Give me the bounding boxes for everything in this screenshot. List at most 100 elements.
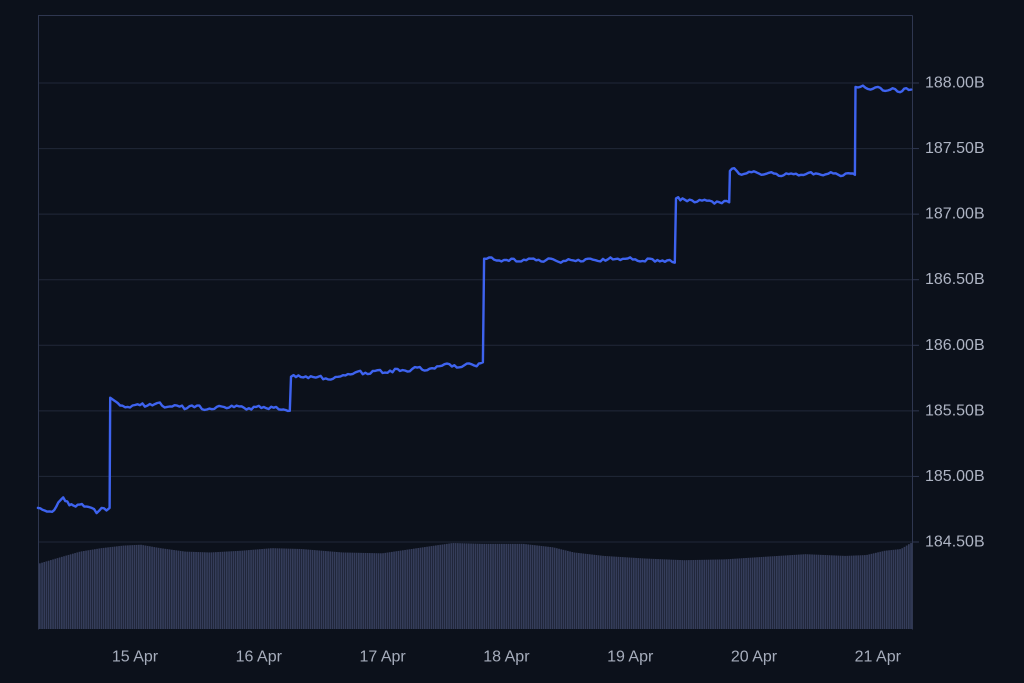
volume-bar [683,560,686,629]
volume-bar [85,550,87,629]
volume-bar [294,548,296,629]
volume-bar [472,543,475,629]
volume-bar [881,551,884,629]
y-axis-label: 186.00B [925,337,985,354]
plot-hover-area[interactable] [38,15,913,630]
volume-bar [861,555,864,629]
volume-bar [564,550,567,629]
volume-bar [221,551,224,629]
volume-bar [681,560,684,629]
volume-bar [199,552,202,629]
volume-bar [133,545,136,629]
volume-bar [120,545,123,629]
volume-bar [725,559,728,629]
volume-bar [509,543,512,629]
volume-bar [226,551,228,629]
volume-bar [188,551,191,629]
volume-bar [714,559,717,629]
volume-bar [591,554,593,629]
volume-bar [298,548,301,629]
volume-bar [47,560,50,629]
y-axis-label: 184.50B [925,533,985,550]
volume-bar [228,551,230,629]
volume-bar [677,559,679,629]
volume-bar [866,554,868,629]
volume-bar [685,560,688,629]
volume-bar [362,552,365,629]
volume-bar [780,555,783,629]
volume-bar [749,557,752,629]
volume-bar [98,548,101,629]
volume-bar [630,557,633,629]
volume-bar [547,546,549,629]
volume-bar [826,555,829,629]
volume-bar [41,562,43,629]
y-axis-label: 185.50B [925,402,985,419]
y-axis-label: 187.50B [925,140,985,157]
volume-bar [325,551,327,629]
volume-bar [234,551,237,629]
volume-bar [890,550,893,629]
volume-bar [329,551,332,629]
volume-bar [672,559,675,629]
volume-bar [39,563,41,629]
volume-bar [516,543,519,629]
volume-bar [168,549,171,629]
volume-bar [124,545,127,629]
volume-bar [815,554,818,629]
volume-bar [831,555,833,629]
volume-bar [91,549,94,629]
volume-bar [639,558,642,629]
volume-bar [344,552,347,629]
volume-bar [384,552,387,629]
y-axis-label: 188.00B [925,75,985,92]
volume-bar [487,543,490,629]
volume-bar [734,558,736,629]
volume-bar [694,559,697,629]
volume-bar [74,553,76,629]
volume-bar [195,551,197,629]
volume-bar [340,552,343,629]
volume-bar [492,543,494,629]
volume-bar [404,549,406,629]
volume-bar [633,557,635,629]
volume-bar [454,543,457,629]
volume-bar [197,552,200,629]
volume-bar [116,546,118,629]
volume-bar [61,556,63,629]
volume-bar [160,548,162,629]
volume-bar [415,548,417,629]
volume-bar [494,543,497,629]
volume-bar [479,543,481,629]
volume-bar [446,543,448,629]
volume-bar [501,543,503,629]
volume-bar [558,548,560,629]
volume-bar [307,549,310,629]
volume-bar [534,545,536,629]
volume-bar [322,550,325,629]
volume-bar [646,558,648,629]
volume-bar [503,543,505,629]
volume-bar [531,544,534,629]
volume-bar [793,554,796,629]
volume-bar [318,550,321,629]
volume-bar [259,549,261,629]
volume-bar [545,546,547,629]
volume-bar [800,554,802,629]
volume-bar [129,545,131,629]
volume-bar [305,549,307,629]
volume-bar [617,556,620,629]
volume-bar [897,549,899,629]
volume-bar [63,556,65,629]
volume-bar [505,543,508,629]
volume-bar [204,552,206,629]
x-axis-label: 20 Apr [731,649,778,666]
volume-bar [813,554,816,629]
volume-bar [688,560,690,629]
volume-bar [296,548,299,629]
volume-bar [151,546,153,629]
volume-bar [795,554,798,629]
volume-bar [162,548,164,629]
volume-bar [417,548,420,629]
volume-bar [589,554,591,629]
